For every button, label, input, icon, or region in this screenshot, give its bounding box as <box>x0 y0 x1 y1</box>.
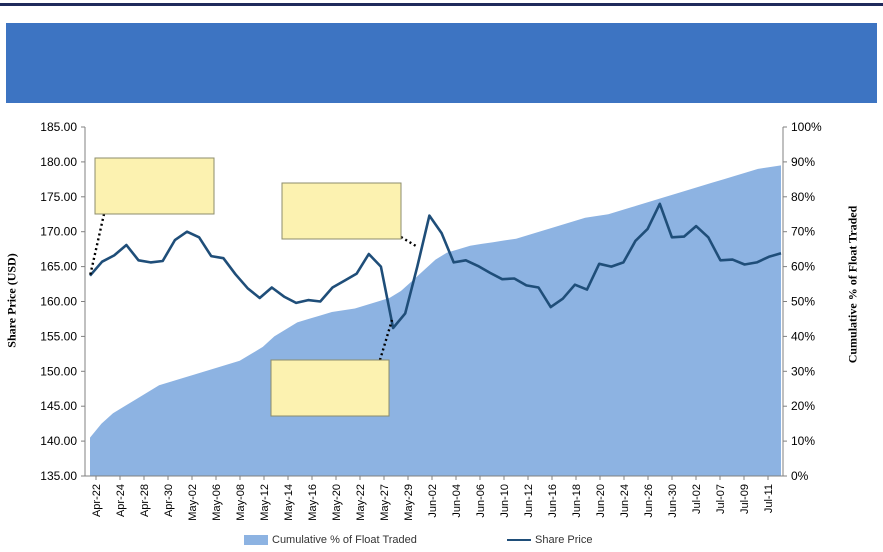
y2-tick-label: 40% <box>791 329 815 343</box>
x-tick-label: Jul-11 <box>763 484 775 513</box>
x-tick-label: May-12 <box>259 484 271 521</box>
x-tick-label: Apr-24 <box>115 484 127 517</box>
y2-tick-label: 50% <box>791 295 815 309</box>
y-tick-label: 185.00 <box>40 120 77 134</box>
x-tick-label: Jul-07 <box>715 484 727 514</box>
x-tick-label: Jun-26 <box>643 484 655 518</box>
x-tick-label: Jun-30 <box>667 484 679 518</box>
x-tick-label: May-08 <box>235 484 247 521</box>
x-tick-label: May-14 <box>283 484 295 521</box>
y-axis-label: Share Price (USD) <box>4 253 19 348</box>
share-price-line <box>89 202 782 330</box>
callout-leader-1 <box>88 213 106 277</box>
x-tick-label: May-22 <box>355 484 367 521</box>
axes-layer: 135.00 140.00 145.00 150.00 155.00 160.00 165.… <box>40 120 822 521</box>
area-layer <box>90 165 781 476</box>
x-tick-label: Jul-02 <box>691 484 703 514</box>
x-tick-label: Jun-18 <box>571 484 583 518</box>
x-tick-label: May-06 <box>211 484 223 521</box>
y-tick-label: 155.00 <box>40 329 77 343</box>
x-tick-label: Apr-28 <box>139 484 151 517</box>
x-tick-label: Apr-30 <box>163 484 175 517</box>
y-tick-label: 150.00 <box>40 364 77 378</box>
legend-line: Share Price <box>507 534 592 546</box>
x-tick-label: Jun-12 <box>523 484 535 518</box>
legend-line-label: Share Price <box>535 534 593 546</box>
y2-axis-label: Cumulative % of Float Traded <box>845 205 860 364</box>
legend-area-label: Cumulative % of Float Traded <box>272 534 417 546</box>
x-tick-label: May-02 <box>187 484 199 521</box>
y-tick-label: 140.00 <box>40 434 77 448</box>
x-tick-label: Jul-09 <box>739 484 751 514</box>
x-tick-label: Jun-04 <box>451 484 463 518</box>
y-tick-label: 160.00 <box>40 295 77 309</box>
x-tick-label: May-16 <box>307 484 319 521</box>
x-tick-label: Jun-24 <box>619 484 631 518</box>
cumulative-float-area <box>90 165 781 476</box>
legend-line-swatch <box>507 539 531 541</box>
x-tick-label: Jun-16 <box>547 484 559 518</box>
callout-box-3 <box>270 359 390 417</box>
y2-tick-label: 30% <box>791 364 815 378</box>
x-tick-label: May-27 <box>379 484 391 521</box>
legend-area-swatch <box>244 535 268 545</box>
y-tick-label: 165.00 <box>40 260 77 274</box>
y2-tick-label: 0% <box>791 469 809 483</box>
y2-tick-label: 20% <box>791 399 815 413</box>
y-tick-label: 180.00 <box>40 155 77 169</box>
y2-tick-label: 60% <box>791 260 815 274</box>
x-tick-label: May-20 <box>331 484 343 521</box>
x-tick-label: Jun-10 <box>499 484 511 518</box>
callout-leader-3 <box>378 319 394 361</box>
x-tick-label: Jun-20 <box>595 484 607 518</box>
y-tick-label: 170.00 <box>40 225 77 239</box>
y2-tick-label: 80% <box>791 190 815 204</box>
y-tick-label: 175.00 <box>40 190 77 204</box>
x-tick-label: Jun-02 <box>427 484 439 518</box>
y2-tick-label: 10% <box>791 434 815 448</box>
x-tick-label: May-29 <box>403 484 415 521</box>
callout-box-2 <box>281 182 402 240</box>
y2-tick-label: 100% <box>791 120 822 134</box>
callout-layer <box>88 157 417 417</box>
y-tick-label: 145.00 <box>40 399 77 413</box>
x-tick-label: Apr-22 <box>91 484 103 517</box>
header-band <box>6 23 877 103</box>
top-rule <box>0 3 883 6</box>
legend-area: Cumulative % of Float Traded <box>244 534 417 546</box>
callout-box-1 <box>94 157 215 215</box>
y2-tick-label: 70% <box>791 225 815 239</box>
y-tick-label: 135.00 <box>40 469 77 483</box>
x-tick-label: Jun-06 <box>475 484 487 518</box>
line-layer <box>89 202 782 330</box>
callout-leader-2 <box>400 235 417 248</box>
y2-tick-label: 90% <box>791 155 815 169</box>
